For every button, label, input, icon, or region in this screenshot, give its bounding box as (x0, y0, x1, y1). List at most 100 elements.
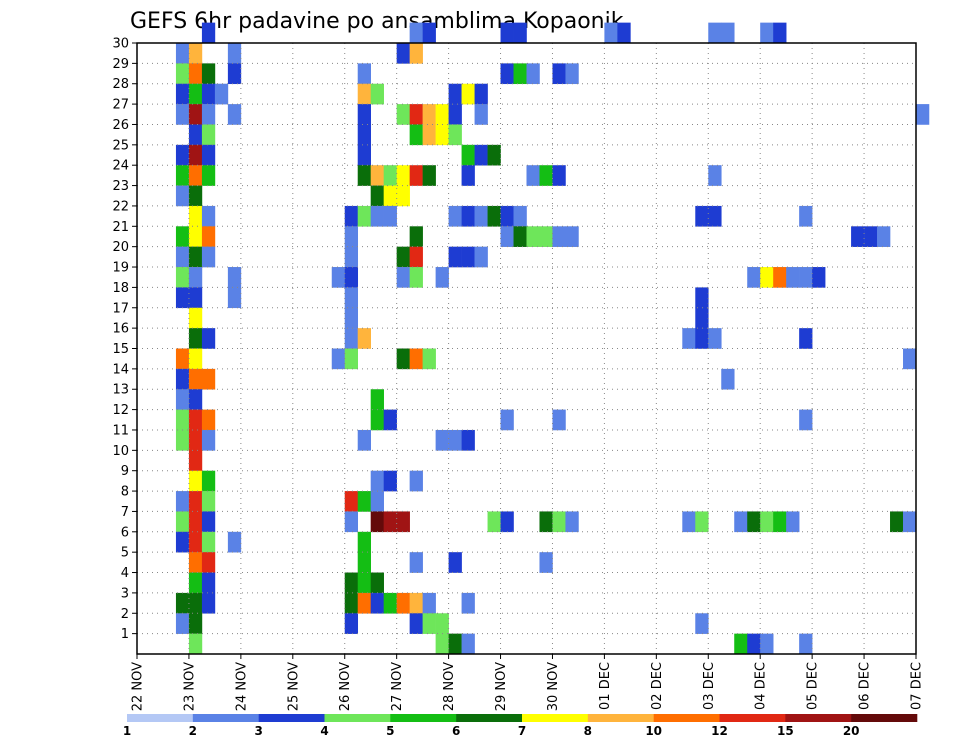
heatmap-cell (877, 226, 891, 247)
heatmap-cell (409, 552, 423, 573)
y-tick-label: 9 (121, 464, 129, 479)
y-tick-label: 10 (112, 444, 129, 459)
heatmap-cell (734, 633, 748, 655)
legend-swatch (127, 714, 194, 722)
y-tick-label: 25 (112, 138, 129, 153)
legend-swatch (456, 714, 523, 722)
heatmap-cell (357, 429, 371, 451)
heatmap-cell (500, 63, 514, 85)
y-tick-label: 26 (112, 118, 129, 133)
legend-label: 5 (386, 724, 394, 738)
heatmap-cell (448, 552, 462, 573)
heatmap-cell (396, 43, 410, 64)
heatmap-cell (201, 144, 216, 166)
heatmap-cell (175, 144, 190, 166)
y-tick-label: 17 (112, 301, 129, 316)
y-tick-label: 21 (112, 220, 129, 235)
heatmap-cell (422, 592, 436, 614)
heatmap-cell (344, 348, 359, 370)
heatmap-cell (695, 307, 709, 329)
heatmap-cell (370, 389, 384, 410)
x-tick-label: 01 DEC (598, 662, 613, 710)
heatmap-cell (799, 633, 813, 655)
legend-label: 4 (320, 724, 328, 738)
heatmap-cell (396, 511, 410, 533)
heatmap-cell (175, 165, 190, 186)
heatmap-cell (435, 613, 449, 634)
heatmap-cell (175, 409, 190, 431)
heatmap-cell (175, 429, 190, 451)
heatmap-cell (708, 205, 722, 227)
heatmap-cell (721, 22, 735, 44)
heatmap-cell (396, 165, 410, 186)
heatmap-cell (188, 450, 203, 471)
heatmap-cell (370, 185, 384, 207)
heatmap-cell (396, 592, 410, 614)
heatmap-cell (409, 267, 423, 288)
y-tick-label: 6 (121, 525, 129, 540)
heatmap-cell (175, 83, 190, 105)
heatmap-cell (344, 246, 359, 268)
heatmap-cell (773, 22, 787, 44)
heatmap-cell (188, 389, 203, 410)
legend-label: 8 (584, 724, 592, 738)
heatmap-cell (474, 246, 488, 268)
heatmap-cell (552, 226, 566, 247)
heatmap-cell (409, 246, 423, 268)
heatmap-cell (188, 43, 203, 64)
heatmap-cell (227, 43, 242, 64)
heatmap-cell (396, 267, 410, 288)
heatmap-cell (500, 22, 514, 44)
heatmap-cell (513, 226, 527, 247)
heatmap-cell (227, 287, 242, 309)
heatmap-cell (227, 267, 242, 288)
heatmap-cell (201, 592, 216, 614)
y-tick-label: 1 (121, 627, 129, 642)
heatmap-cell (864, 226, 878, 247)
heatmap-cell (188, 104, 203, 125)
heatmap-cell (526, 63, 540, 85)
heatmap-cell (799, 205, 813, 227)
heatmap-cell (201, 531, 216, 553)
heatmap-cell (565, 63, 579, 85)
heatmap-cell (487, 205, 501, 227)
heatmap-cell (188, 511, 203, 533)
heatmap-cell (214, 83, 229, 105)
heatmap-cell (188, 185, 203, 207)
heatmap-cell (175, 368, 190, 390)
heatmap-cell (409, 613, 423, 634)
y-tick-label: 24 (112, 159, 129, 174)
heatmap-cell (487, 511, 501, 533)
heatmap-cell (175, 531, 190, 553)
heatmap-cell (422, 104, 436, 125)
heatmap-cell (175, 389, 190, 410)
heatmap-cell (513, 205, 527, 227)
x-tick-label: 25 NOV (286, 662, 301, 711)
y-tick-label: 13 (112, 383, 129, 398)
heatmap-cell (383, 165, 397, 186)
heatmap-cell (188, 165, 203, 186)
heatmap-cell (786, 511, 800, 533)
heatmap-cell (708, 328, 722, 349)
heatmap-cell (773, 267, 787, 288)
heatmap-cell (201, 511, 216, 533)
heatmap-cell (175, 185, 190, 207)
heatmap-cell (617, 22, 631, 44)
heatmap-cell (422, 22, 436, 44)
heatmap-cell (357, 124, 371, 146)
heatmap-cell (435, 124, 449, 146)
x-tick-label: 07 DEC (910, 662, 925, 710)
heatmap-cell (760, 633, 774, 655)
heatmap-cell (188, 307, 203, 329)
heatmap-cell (188, 633, 203, 655)
x-tick-label: 27 NOV (390, 662, 405, 711)
heatmap-cell (331, 348, 346, 370)
heatmap-cell (409, 104, 423, 125)
heatmap-cell (188, 287, 203, 309)
heatmap-cell (175, 592, 190, 614)
heatmap-cell (188, 470, 203, 492)
heatmap-cell (370, 165, 384, 186)
y-tick-label: 14 (112, 362, 129, 377)
heatmap-cell (812, 267, 826, 288)
heatmap-cell (188, 328, 203, 349)
